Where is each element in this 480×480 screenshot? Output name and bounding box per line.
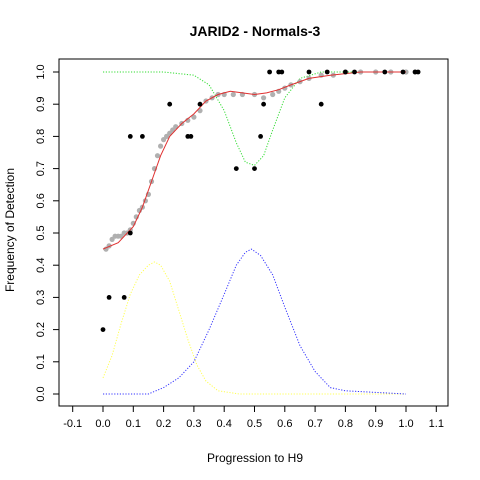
black-point [127,134,133,139]
x-tick-label: 1.1 [429,418,444,430]
grey-point [191,114,197,120]
grey-point [230,91,236,98]
black-point [252,166,257,172]
y-tick-label: 0.9 [35,97,47,112]
x-tick-label: 0.9 [368,418,383,430]
y-tick-label: 0.5 [35,225,47,240]
curves-layer [102,71,407,395]
yellow-dotted-curve [102,261,406,395]
grey-point [158,143,164,149]
black-point [261,101,266,107]
x-tick-label: 0.1 [126,418,141,430]
black-point [400,69,406,75]
chart-title: JARID2 - Normals-3 [190,23,321,39]
grey-point [270,91,276,98]
x-tick-label: 0.4 [217,418,232,430]
black-point [127,230,133,236]
blue-dotted-curve [103,248,407,395]
black-point [258,134,263,139]
black-point [100,327,106,332]
black-point [382,69,388,75]
black-point [267,69,272,75]
y-tick-label: 0.1 [35,354,47,369]
black-point [415,69,421,75]
x-tick-label: 0.5 [247,418,262,430]
red-fit-line [102,71,406,250]
black-point [352,69,357,75]
black-point [279,69,285,75]
points-layer [100,69,421,332]
black-point [318,101,324,107]
y-tick-label: 0.3 [35,290,47,305]
y-tick-label: 0.0 [35,386,47,401]
axes-layer: -0.1 0.0 0.1 0.2 0.3 0.4 0.5 0.6 0.7 0.8 0.9 1.0 1.1… [35,64,444,430]
x-tick-label: 0.6 [277,418,292,430]
y-tick-label: 1.0 [35,64,47,79]
black-point [233,166,239,172]
y-tick-label: 0.7 [35,161,47,176]
black-point [343,69,348,75]
black-point [306,69,312,75]
black-point [106,295,112,300]
y-axis-label: Frequency of Detection [3,168,17,292]
black-point [167,101,173,107]
x-tick-label: 0.2 [156,418,171,430]
grey-point [164,133,170,139]
y-tick-label: 0.4 [35,258,47,273]
x-tick-label: 0.8 [338,418,353,430]
black-point [188,134,194,139]
x-tick-label: 0.7 [307,418,322,430]
black-point [197,101,203,107]
grey-point [261,95,267,101]
grey-point [185,117,191,123]
x-tick-label: 1.0 [398,418,413,430]
black-point [121,295,127,300]
x-tick-label: -0.1 [63,418,82,430]
plot-frame [58,58,449,407]
y-tick-label: 0.2 [35,322,47,337]
black-point [140,134,145,139]
grey-point [154,153,161,159]
green-dotted-curve [103,71,406,166]
y-tick-label: 0.6 [35,193,47,208]
y-tick-label: 0.8 [35,129,47,144]
x-tick-label: 0.0 [95,418,110,430]
x-axis-label: Progression to H9 [207,451,303,465]
black-point [324,69,330,75]
x-tick-label: 0.3 [186,418,201,430]
